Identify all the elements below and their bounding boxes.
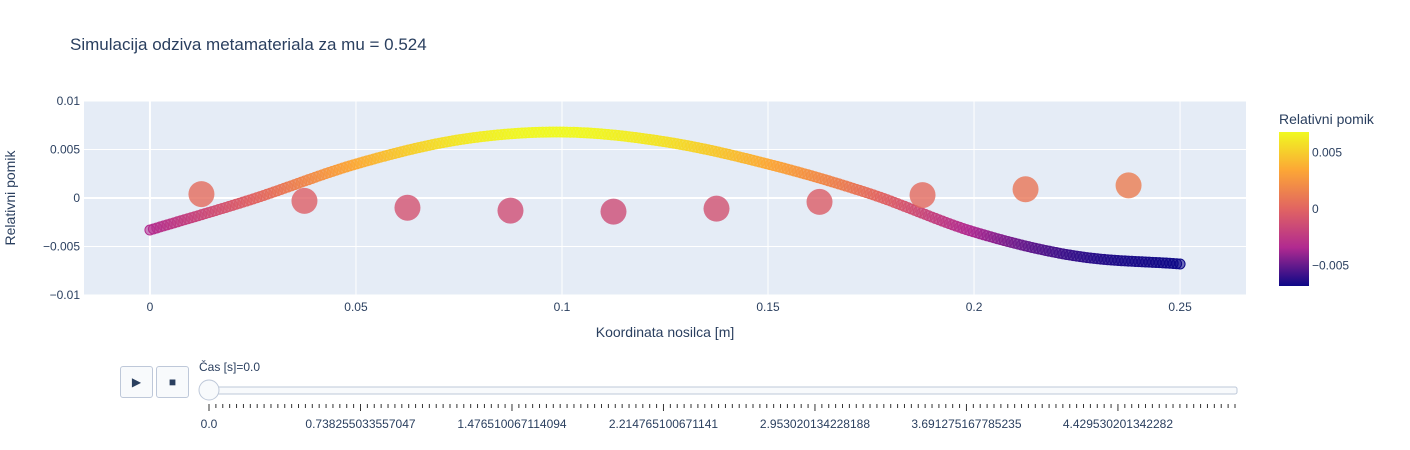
play-icon: ▶ <box>131 375 142 389</box>
resonator-point <box>394 194 421 221</box>
colorbar-tick-label: 0.005 <box>1312 145 1342 159</box>
x-tick-label: 0.2 <box>966 300 983 314</box>
chart-title: Simulacija odziva metamateriala za mu = … <box>70 35 427 54</box>
y-axis: −0.01 −0.005 0 0.005 0.01 <box>43 94 80 302</box>
x-axis: 0 0.05 0.1 0.15 0.2 0.25 <box>147 300 1192 314</box>
x-tick-label: 0 <box>147 300 154 314</box>
colorbar-ticks: 0.005 0 −0.005 <box>1312 145 1349 272</box>
y-tick-label: 0 <box>73 191 80 205</box>
x-tick-label: 0.05 <box>344 300 368 314</box>
resonator-series <box>188 172 1142 225</box>
y-axis-title: Relativni pomik <box>2 150 18 246</box>
resonator-point <box>1115 172 1142 199</box>
colorbar-tick-label: 0 <box>1312 202 1319 216</box>
stop-button[interactable]: ■ <box>156 366 189 398</box>
x-tick-label: 0.15 <box>756 300 780 314</box>
slider-tick-label: 2.953020134228188 <box>760 417 870 431</box>
resonator-point <box>497 197 524 224</box>
y-tick-label: −0.01 <box>50 288 81 302</box>
resonator-point <box>291 187 318 214</box>
x-tick-label: 0.1 <box>554 300 571 314</box>
slider-tick-label: 0.738255033557047 <box>305 417 415 431</box>
slider-tick-label: 0.0 <box>201 417 218 431</box>
resonator-point <box>703 195 730 222</box>
slider-current-value: Čas [s]=0.0 <box>199 360 261 374</box>
colorbar-tick-label: −0.005 <box>1312 259 1349 273</box>
play-button[interactable]: ▶ <box>120 366 153 398</box>
beam-series <box>144 126 1186 270</box>
slider-tick-label: 4.429530201342282 <box>1063 417 1173 431</box>
x-tick-label: 0.25 <box>1168 300 1192 314</box>
colorbar <box>1279 132 1309 286</box>
resonator-point <box>806 188 833 215</box>
colorbar-title: Relativni pomik <box>1279 111 1375 127</box>
y-tick-label: −0.005 <box>43 240 80 254</box>
y-tick-label: 0.01 <box>57 94 81 108</box>
x-axis-title: Koordinata nosilca [m] <box>596 324 735 340</box>
resonator-point <box>1012 176 1039 203</box>
stop-icon: ■ <box>168 375 177 389</box>
slider-ticks: 0.0 0.738255033557047 1.476510067114094 2.2… <box>201 404 1236 431</box>
resonator-point <box>600 198 627 225</box>
slider-rail[interactable] <box>199 386 1238 395</box>
slider-tick-label: 1.476510067114094 <box>457 417 567 431</box>
y-tick-label: 0.005 <box>50 143 80 157</box>
beam-point <box>1174 258 1186 270</box>
slider-handle[interactable] <box>198 379 220 401</box>
slider-tick-label: 2.214765100671141 <box>609 417 719 431</box>
resonator-point <box>188 181 215 208</box>
slider-tick-label: 3.691275167785235 <box>911 417 1021 431</box>
resonator-point <box>909 182 936 209</box>
